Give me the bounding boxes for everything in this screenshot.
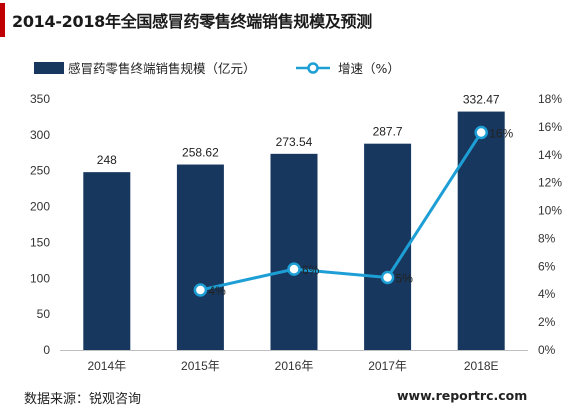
y-right-tick-label: 2% <box>538 315 556 329</box>
y-right-tick-label: 4% <box>538 287 556 301</box>
title-accent-bar <box>0 3 5 37</box>
growth-point <box>380 270 395 285</box>
growth-line <box>200 131 483 292</box>
y-right-tick-label: 16% <box>538 120 562 134</box>
bar-data-label: 287.7 <box>373 125 403 139</box>
y-left-tick-label: 50 <box>37 307 51 321</box>
bar <box>270 153 318 350</box>
growth-point <box>193 283 208 297</box>
y-left-tick-label: 100 <box>30 271 50 285</box>
growth-data-label: 6% <box>302 263 320 277</box>
y-right-tick-label: 6% <box>538 259 556 273</box>
x-tick-label: 2014年 <box>87 359 126 373</box>
legend-line-marker <box>307 62 319 74</box>
y-left-tick-label: 300 <box>30 128 50 142</box>
growth-point <box>287 262 301 276</box>
x-tick-label: 2018E <box>464 359 499 373</box>
bar <box>457 111 505 350</box>
bar <box>364 143 412 350</box>
y-right-tick-label: 12% <box>538 176 562 190</box>
growth-data-label: 5% <box>396 271 414 285</box>
y-right-tick-label: 14% <box>538 148 562 162</box>
y-left-tick-label: 200 <box>30 200 50 214</box>
bar-data-label: 258.62 <box>182 146 219 160</box>
data-source: 数据来源：锐观咨询 <box>24 392 142 407</box>
bar-data-label: 273.54 <box>276 135 313 149</box>
legend-line-label: 增速（%） <box>338 61 400 76</box>
growth-data-label: 16% <box>489 126 513 140</box>
growth-data-label: 4% <box>208 284 226 298</box>
legend-bar-label: 感冒药零售终端销售规模（亿元） <box>68 61 256 76</box>
y-left-tick-label: 250 <box>30 164 50 178</box>
bar-data-label: 248 <box>97 153 117 167</box>
bar <box>83 172 131 350</box>
legend-bar-swatch <box>34 62 64 74</box>
y-left-tick-label: 350 <box>30 92 50 106</box>
chart-title: 2014-2018年全国感冒药零售终端销售规模及预测 <box>12 12 372 31</box>
y-left-tick-label: 150 <box>30 235 50 249</box>
x-tick-label: 2015年 <box>181 359 220 373</box>
y-right-tick-label: 10% <box>538 204 562 218</box>
y-right-tick-label: 8% <box>538 231 556 245</box>
y-right-tick-label: 18% <box>538 92 562 106</box>
y-right-tick-label: 0% <box>538 343 556 357</box>
x-tick-label: 2017年 <box>368 359 407 373</box>
y-left-tick-label: 0 <box>43 343 50 357</box>
website-url: www.reportrc.com <box>397 388 528 403</box>
bar-data-label: 332.47 <box>463 93 500 107</box>
growth-point <box>474 125 488 140</box>
bar <box>176 164 224 350</box>
x-tick-label: 2016年 <box>275 359 314 373</box>
